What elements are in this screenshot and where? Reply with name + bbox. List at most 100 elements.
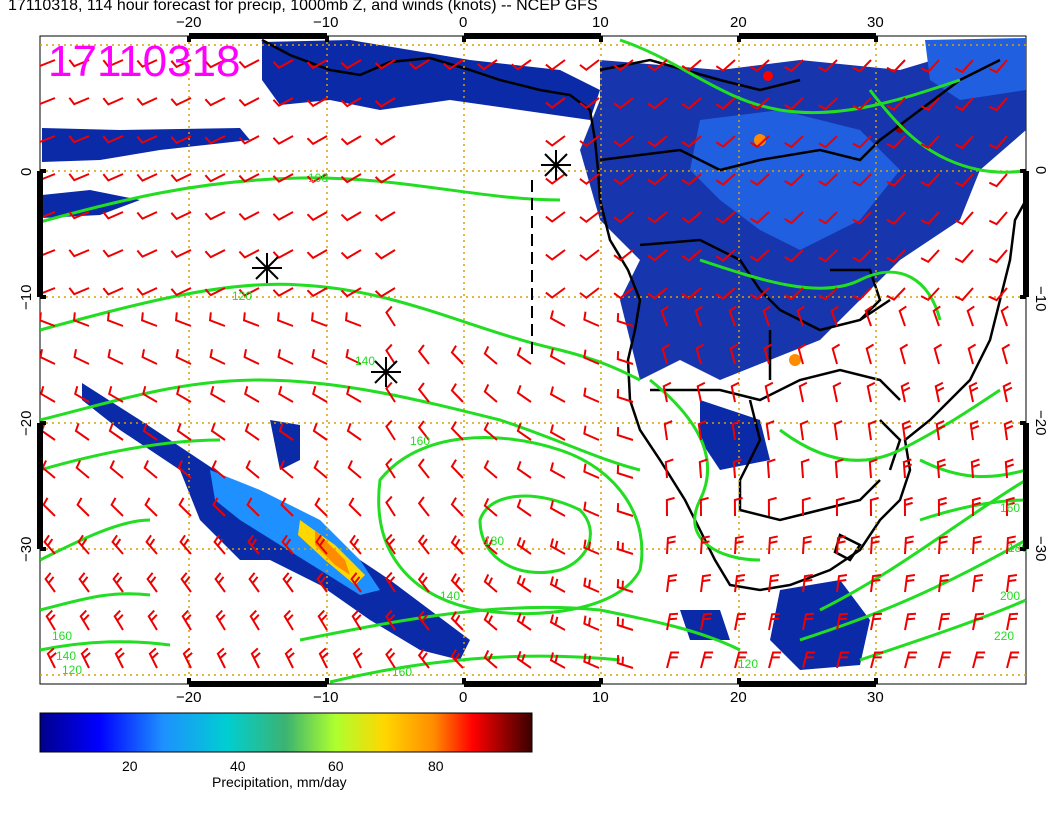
wind-barb [214,572,226,593]
wind-barb [111,534,124,555]
wind-barb [852,59,872,73]
wind-barb [715,211,736,224]
wind-barb [954,59,974,74]
wind-barb [1002,381,1013,403]
wind-barb [836,535,846,555]
wind-barb [204,135,226,145]
wind-barb [904,574,916,593]
wind-barb [886,287,906,301]
wind-barb [417,496,430,517]
wind-barb [109,460,124,479]
wind-barb [272,97,294,107]
wind-barb [647,249,668,262]
wind-barb [108,422,124,441]
wind-barb [374,211,396,222]
wind-barb [715,135,736,148]
wind-barb [697,420,707,441]
wind-barb [385,533,396,555]
wind-barb [616,389,634,403]
wind-barb [715,287,736,300]
wind-barb [417,572,430,593]
wind-barb [579,97,600,110]
wind-barb [40,97,56,106]
wind-barb [715,59,736,72]
wind-barb [616,503,634,517]
wind-barb [450,459,464,479]
wind-barb [647,211,668,224]
wind-barb [886,249,906,263]
wind-barb [647,97,668,110]
wind-barb [681,59,702,72]
wind-barb [700,651,714,669]
wind-barb [212,497,226,517]
wind-barb [971,496,981,517]
wind-barb [176,385,192,403]
contour-label: 140 [56,649,76,663]
wind-barb [733,496,743,517]
wind-barb [579,249,600,262]
wind-barb [136,173,158,182]
wind-barb [238,249,260,259]
contour-label: 160 [1000,501,1020,515]
wind-barb [516,346,532,365]
wind-barb [340,173,362,184]
wind-barb [176,422,192,441]
wind-barb [549,386,566,403]
wind-barb [385,419,396,441]
wind-barb [318,647,329,669]
wind-barb [46,647,57,669]
contour-label: 120 [62,663,82,677]
wind-barb [784,59,804,73]
wind-barb [666,651,680,669]
wind-barb [784,211,804,225]
wind-barb [79,609,90,631]
wind-barb [385,457,396,479]
wind-barb [870,651,884,669]
wind-barb [272,135,294,145]
wind-barb [865,343,875,365]
colorbar-tick-label: 60 [328,758,344,774]
wind-barb [899,343,909,365]
wind-barb [802,535,812,555]
wind-barb [516,422,532,441]
wind-barb [385,609,396,631]
wind-barb [112,572,124,593]
wind-barb [374,287,396,298]
wind-barb [836,612,849,631]
wind-barb [246,497,260,517]
wind-barb [818,97,838,111]
wind-barb [768,651,782,669]
wind-barb [818,135,838,149]
wind-barb [40,312,56,327]
wind-barb [613,249,634,262]
wind-barb [988,59,1008,74]
wind-barb [180,572,192,593]
wind-barb [516,536,532,555]
wind-barb [545,287,566,299]
wind-barb [734,574,746,593]
wind-barb [802,612,815,631]
wind-barb [351,609,362,631]
wind-barb [78,572,90,593]
wind-barb [938,651,952,669]
wind-barb [835,496,845,517]
wind-barb [700,535,710,555]
wind-barb [374,97,396,108]
wind-barb [988,211,1008,226]
wind-barb [477,59,498,71]
wind-barb [102,249,124,258]
wind-barb [204,287,226,297]
wind-barb [765,420,775,441]
right-tick-label: −10 [1032,286,1049,311]
wind-barb [613,173,634,186]
wind-barb [818,211,838,225]
wind-barb [483,421,498,441]
wind-barb [385,343,396,365]
wind-barb [340,135,362,146]
wind-barb [310,312,328,327]
wind-barb [663,420,673,441]
wind-barb [177,460,192,479]
wind-barb [972,651,986,669]
wind-barb [870,535,880,555]
wind-barb [74,422,90,441]
